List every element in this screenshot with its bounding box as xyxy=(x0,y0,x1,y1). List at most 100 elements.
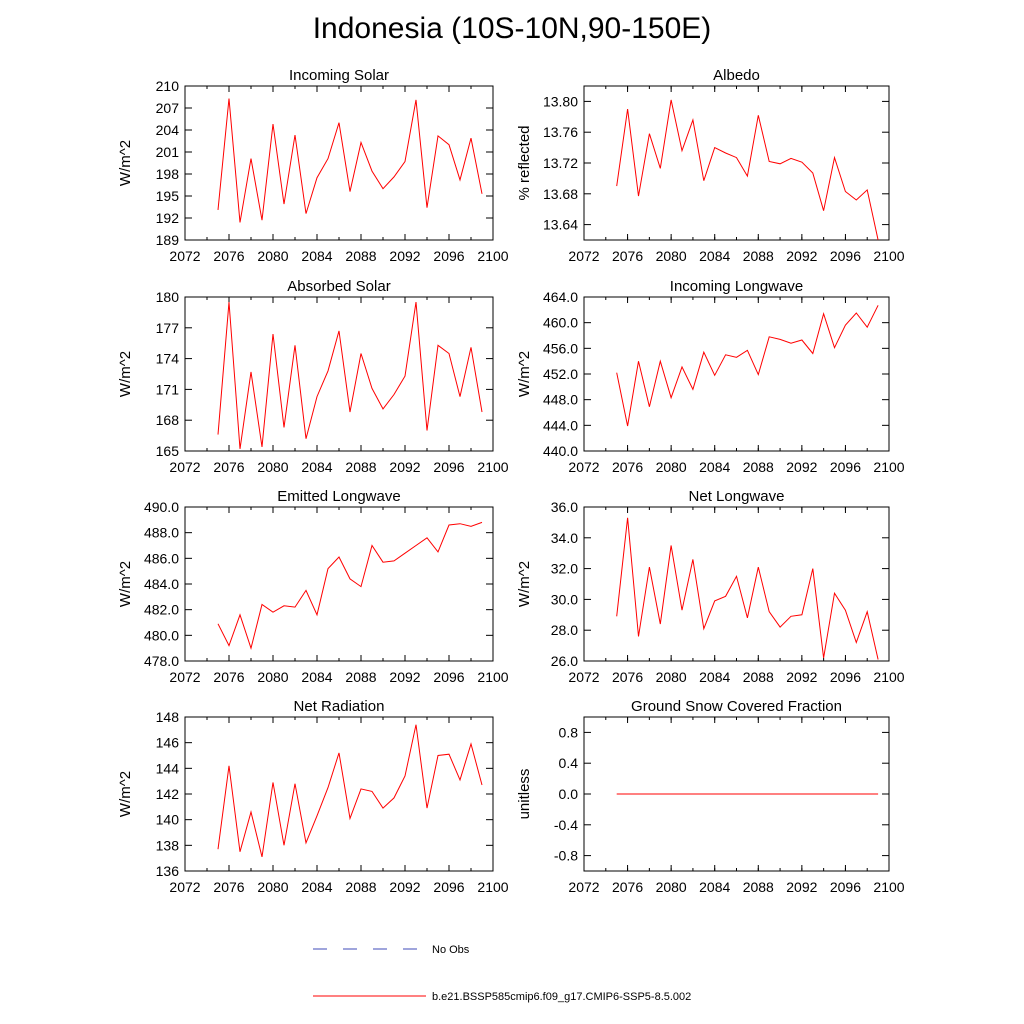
x-tick-label: 2080 xyxy=(656,459,687,475)
x-tick-label: 2084 xyxy=(301,248,332,264)
legend-label-no-obs: No Obs xyxy=(432,944,470,956)
x-tick-label: 2096 xyxy=(433,879,464,895)
y-tick-label: 484.0 xyxy=(144,576,179,592)
y-tick-label: 174 xyxy=(156,351,180,367)
x-tick-label: 2096 xyxy=(830,879,861,895)
x-tick-label: 2096 xyxy=(433,248,464,264)
x-tick-label: 2076 xyxy=(612,459,643,475)
x-tick-label: 2084 xyxy=(699,248,730,264)
x-tick-label: 2092 xyxy=(786,879,817,895)
y-axis-label: W/m^2 xyxy=(117,561,134,607)
panel-emitted-longwave: Emitted Longwave W/m^2 2072 2076 2080 2084 208… xyxy=(117,488,509,685)
y-tick-label: 201 xyxy=(156,144,180,160)
y-tick-label: 480.0 xyxy=(144,627,179,643)
panel-net-radiation: Net Radiation W/m^2 2072 2076 2080 2084 2088 20… xyxy=(117,698,509,895)
x-tick-label: 2084 xyxy=(699,879,730,895)
panel-albedo: Albedo % reflected 2072 2076 2080 2084 2088 209… xyxy=(516,67,905,264)
y-tick-label: 165 xyxy=(156,443,180,459)
x-tick-label: 2072 xyxy=(568,248,599,264)
x-tick-label: 2088 xyxy=(345,459,376,475)
y-axis-label: W/m^2 xyxy=(117,351,134,397)
x-tick-label: 2072 xyxy=(568,459,599,475)
x-tick-label: 2088 xyxy=(743,459,774,475)
x-tick-label: 2076 xyxy=(213,248,244,264)
x-tick-label: 2084 xyxy=(301,879,332,895)
series-line xyxy=(616,517,879,660)
x-tick-label: 2080 xyxy=(656,248,687,264)
panel-incoming-solar: Incoming Solar W/m^2 2072 2076 2080 2084 2088 2… xyxy=(117,67,509,264)
series-line xyxy=(217,98,483,223)
x-tick-label: 2072 xyxy=(169,879,200,895)
y-tick-label: 0.8 xyxy=(559,724,579,740)
y-tick-label: 478.0 xyxy=(144,653,179,669)
panel-title: Incoming Solar xyxy=(289,67,389,84)
y-tick-label: 13.76 xyxy=(543,124,578,140)
series-line xyxy=(217,724,483,858)
x-tick-label: 2088 xyxy=(743,248,774,264)
x-tick-label: 2092 xyxy=(786,459,817,475)
y-tick-label: 144 xyxy=(156,760,180,776)
panel-ground-snow-covered-fraction: Ground Snow Covered Fraction unitless 2072… xyxy=(516,698,905,895)
y-tick-label: 490.0 xyxy=(144,499,179,515)
panel-title: Albedo xyxy=(713,67,760,84)
panel-title: Absorbed Solar xyxy=(287,278,390,295)
x-tick-label: 2096 xyxy=(433,459,464,475)
y-tick-label: 189 xyxy=(156,232,180,248)
y-tick-label: 204 xyxy=(156,122,180,138)
series-line xyxy=(616,305,879,427)
y-tick-label: 13.64 xyxy=(543,217,578,233)
panel-title: Emitted Longwave xyxy=(277,488,400,505)
x-tick-label: 2092 xyxy=(786,248,817,264)
y-tick-label: 488.0 xyxy=(144,525,179,541)
y-tick-label: 464.0 xyxy=(543,289,578,305)
panel-net-longwave: Net Longwave W/m^2 2072 2076 2080 2084 2088 209… xyxy=(516,488,905,685)
y-tick-label: 0.4 xyxy=(559,755,579,771)
y-tick-label: 0.0 xyxy=(559,786,579,802)
y-tick-label: 180 xyxy=(156,289,180,305)
y-tick-label: 140 xyxy=(156,812,180,828)
y-tick-label: 195 xyxy=(156,188,180,204)
panel-title: Net Longwave xyxy=(689,488,785,505)
y-axis-label: W/m^2 xyxy=(117,771,134,817)
x-tick-label: 2084 xyxy=(301,669,332,685)
x-tick-label: 2096 xyxy=(830,669,861,685)
x-tick-label: 2100 xyxy=(873,879,904,895)
x-tick-label: 2072 xyxy=(169,459,200,475)
y-tick-label: 444.0 xyxy=(543,417,578,433)
x-tick-label: 2072 xyxy=(169,669,200,685)
x-tick-label: 2096 xyxy=(830,248,861,264)
y-tick-label: 142 xyxy=(156,786,180,802)
y-axis-label: W/m^2 xyxy=(117,140,134,186)
x-tick-label: 2084 xyxy=(699,459,730,475)
x-tick-label: 2088 xyxy=(345,248,376,264)
y-axis-label: unitless xyxy=(516,769,533,820)
x-tick-label: 2100 xyxy=(477,879,508,895)
x-tick-label: 2100 xyxy=(873,248,904,264)
x-tick-label: 2100 xyxy=(873,459,904,475)
y-tick-label: -0.4 xyxy=(554,817,578,833)
y-tick-label: 34.0 xyxy=(551,530,578,546)
y-tick-label: 13.80 xyxy=(543,93,578,109)
panel-title: Net Radiation xyxy=(294,698,385,715)
y-axis-label: W/m^2 xyxy=(516,351,533,397)
x-tick-label: 2092 xyxy=(389,248,420,264)
x-tick-label: 2092 xyxy=(786,669,817,685)
x-tick-label: 2076 xyxy=(213,459,244,475)
y-axis-label: W/m^2 xyxy=(516,561,533,607)
x-tick-label: 2076 xyxy=(213,879,244,895)
x-tick-label: 2080 xyxy=(257,248,288,264)
y-tick-label: 26.0 xyxy=(551,653,578,669)
panel-title: Ground Snow Covered Fraction xyxy=(631,698,842,715)
x-tick-label: 2072 xyxy=(169,248,200,264)
panel-incoming-longwave: Incoming Longwave W/m^2 2072 2076 2080 2084 20… xyxy=(516,278,905,475)
x-tick-label: 2088 xyxy=(743,669,774,685)
y-tick-label: 456.0 xyxy=(543,340,578,356)
legend-label-model: b.e21.BSSP585cmip6.f09_g17.CMIP6-SSP5-8.… xyxy=(432,991,691,1003)
x-tick-label: 2088 xyxy=(345,879,376,895)
x-tick-label: 2080 xyxy=(257,879,288,895)
y-tick-label: 136 xyxy=(156,863,180,879)
x-tick-label: 2092 xyxy=(389,879,420,895)
y-tick-label: 171 xyxy=(156,381,180,397)
y-tick-label: 28.0 xyxy=(551,622,578,638)
